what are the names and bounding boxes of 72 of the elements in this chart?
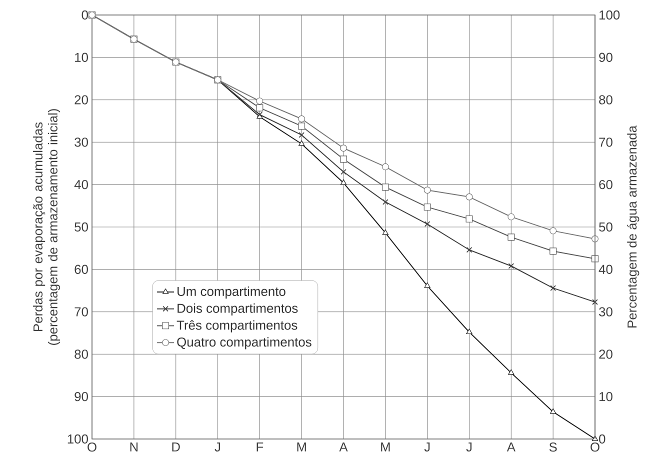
y2-tick-label: 20 [599,350,612,359]
point [298,132,305,138]
point [508,234,515,241]
point [466,193,473,200]
point [424,204,431,211]
legend-label: Três compartimentos [176,320,298,332]
y2-tick-label: 50 [599,222,612,232]
y-tick-label: 100 [68,434,88,444]
point [508,263,514,269]
x-tick-label: N [130,442,138,452]
point [340,144,347,152]
y2-tick-label: 80 [599,95,612,104]
point [508,213,515,220]
y2-tick-label: 90 [599,52,612,62]
x-tick-label: M [381,442,390,452]
x-tick-label: O [88,442,96,452]
x-tick-label: J [466,442,472,452]
point [340,179,347,185]
legend-label: Quatro compartimentos [177,337,312,350]
y-tick-label: 90 [74,392,88,402]
point [550,285,556,291]
y-tick-label: 60 [74,264,88,274]
y2-tick-label: 10 [600,392,612,402]
x-tick-label: J [214,442,220,452]
y-tick-label: 30 [74,138,88,147]
point [298,122,306,130]
y2-tick-label: 30 [599,307,612,316]
x-tick-label: A [506,442,516,452]
legend-label: Um compartimento [178,286,286,299]
y-axis-title: Perdas por evaporação acumuladas (percentagem de armazenamento inicial) [33,109,60,345]
y-tick-label: 20 [74,95,88,104]
point [550,248,557,255]
point [298,115,306,122]
point [340,168,346,175]
x-tick-label: A [339,442,348,452]
point [466,215,473,222]
point [424,282,430,288]
y-tick-label: 0 [82,10,88,20]
x-tick-label: S [549,442,557,452]
point [508,369,514,375]
point [466,328,472,334]
point [466,246,472,253]
y2-tick-label: 60 [599,180,612,190]
y-tick-label: 70 [74,307,88,316]
point [550,408,556,414]
y2-tick-label: 0 [599,434,606,444]
y-tick-label: 40 [74,180,88,190]
point [592,299,598,305]
point [382,184,389,191]
y-tick-label: 50 [74,222,88,232]
point [424,186,431,194]
point [340,156,347,163]
point [256,98,264,105]
y-tick-label: 10 [75,52,88,62]
y2-axis-title: Percentagem de água armazenada [626,126,640,328]
point [382,163,389,170]
x-tick-label: J [424,442,430,452]
y2-tick-label: 100 [600,10,620,20]
x-tick-label: M [297,442,306,452]
y2-tick-label: 40 [598,264,612,274]
point [550,227,557,234]
point [382,199,388,205]
y-tick-label: 80 [74,350,88,359]
point [424,221,430,227]
legend-label: Dois compartimentos [178,303,298,316]
x-tick-label: D [172,442,180,452]
point [382,229,388,235]
x-tick-label: F [256,442,264,452]
y2-tick-label: 70 [599,138,612,147]
point [256,104,264,112]
point [298,140,305,146]
x-tick-label: O [590,442,600,452]
